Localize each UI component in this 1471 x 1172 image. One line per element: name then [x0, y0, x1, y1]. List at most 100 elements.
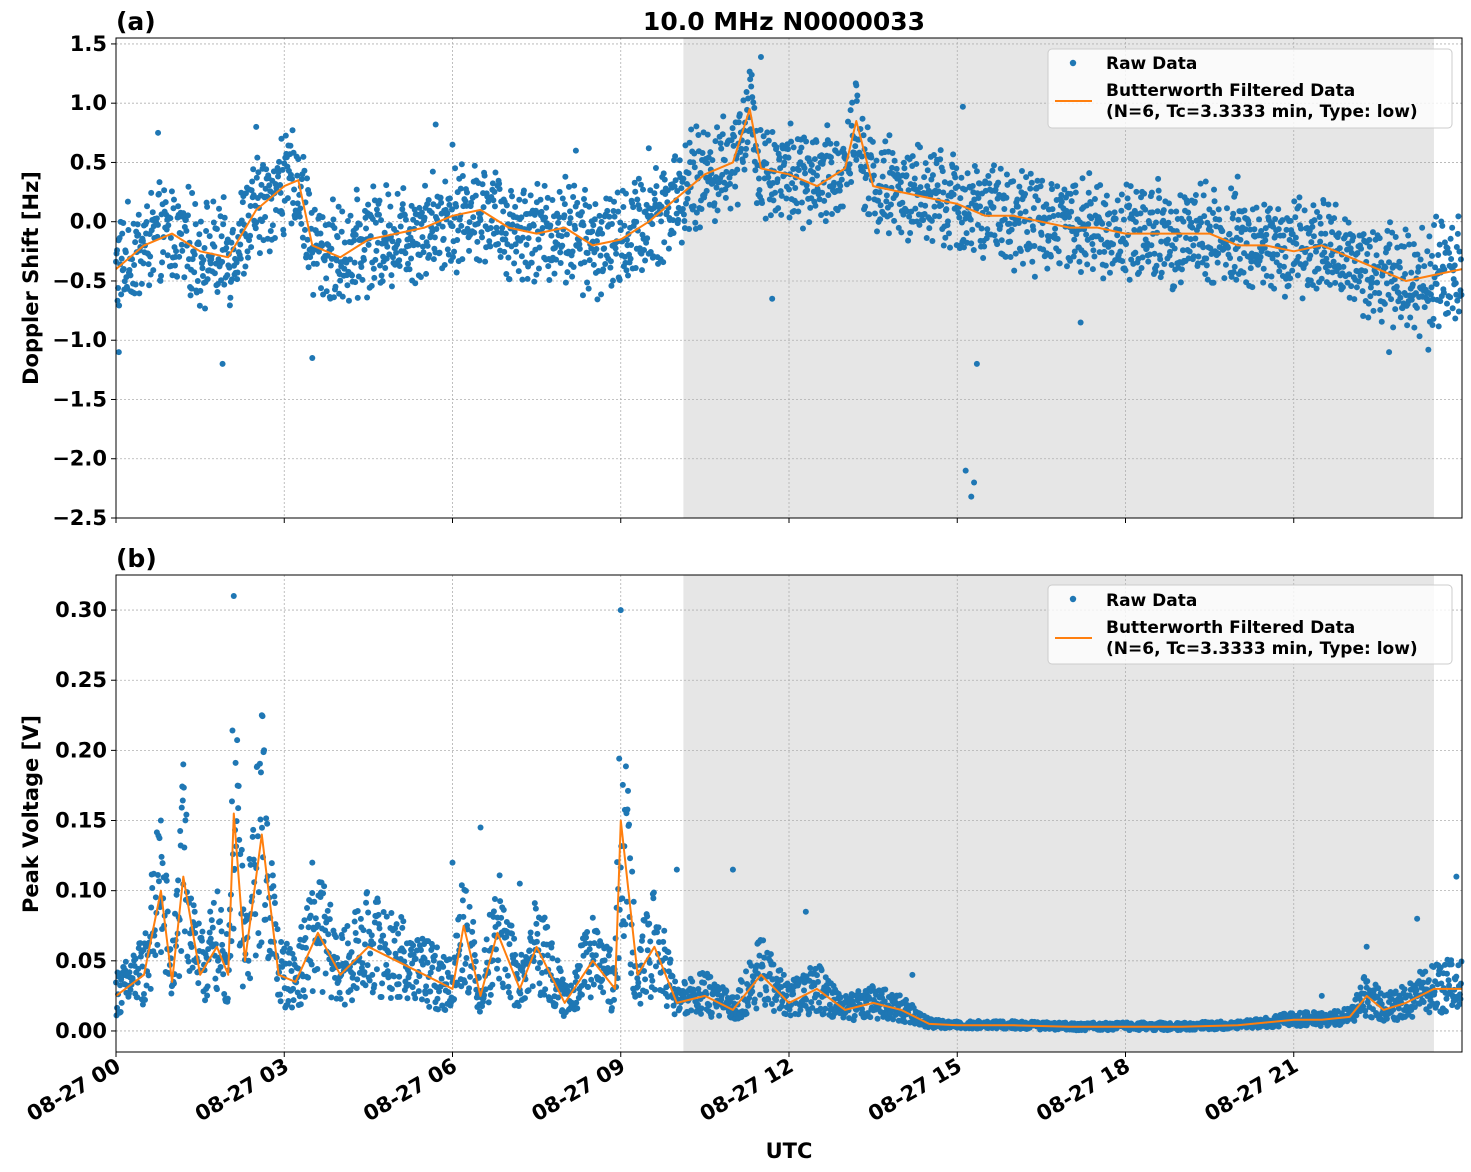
raw-data-point	[1301, 207, 1308, 214]
raw-data-point	[811, 156, 818, 163]
raw-data-point	[1124, 195, 1131, 202]
raw-data-point	[159, 860, 166, 867]
raw-data-point	[610, 208, 617, 215]
raw-data-point	[311, 206, 318, 213]
raw-data-point	[851, 1012, 858, 1019]
raw-data-point	[1122, 267, 1129, 274]
raw-data-point	[1155, 175, 1162, 182]
raw-data-point	[426, 252, 433, 259]
raw-data-point	[459, 256, 466, 263]
raw-data-point	[165, 222, 172, 229]
raw-data-point	[262, 214, 269, 221]
raw-data-point	[1165, 200, 1172, 207]
raw-data-point	[158, 853, 165, 860]
raw-data-point	[909, 153, 916, 160]
raw-data-point	[1447, 235, 1454, 242]
raw-data-point	[730, 142, 737, 149]
raw-data-point	[775, 205, 782, 212]
raw-data-point	[412, 280, 419, 287]
raw-data-point	[280, 226, 287, 233]
raw-data-point	[210, 219, 217, 226]
raw-data-point	[417, 274, 424, 281]
raw-data-point	[535, 236, 542, 243]
raw-data-point	[1245, 220, 1252, 227]
raw-data-point	[902, 996, 909, 1003]
raw-data-point	[669, 973, 676, 980]
raw-data-point	[396, 993, 403, 1000]
raw-data-point	[1030, 226, 1037, 233]
raw-data-point	[319, 214, 326, 221]
raw-data-point	[178, 804, 185, 811]
raw-data-point	[1017, 210, 1024, 217]
raw-data-point	[587, 994, 594, 1001]
raw-data-point	[1145, 258, 1152, 265]
raw-data-point	[279, 210, 286, 217]
raw-data-point	[197, 218, 204, 225]
raw-data-point	[547, 222, 554, 229]
raw-data-point	[1198, 219, 1205, 226]
raw-data-point	[616, 755, 623, 762]
raw-data-point	[962, 467, 969, 474]
raw-data-point	[891, 217, 898, 224]
raw-data-point	[363, 899, 370, 906]
raw-data-point	[449, 141, 456, 148]
raw-data-point	[799, 225, 806, 232]
raw-data-point	[1274, 251, 1281, 258]
raw-data-point	[869, 138, 876, 145]
raw-data-point	[790, 990, 797, 997]
raw-data-point	[338, 228, 345, 235]
raw-data-point	[344, 282, 351, 289]
raw-data-point	[1360, 313, 1367, 320]
raw-data-point	[226, 264, 233, 271]
raw-data-point	[743, 1010, 750, 1017]
raw-data-point	[828, 159, 835, 166]
raw-data-point	[371, 274, 378, 281]
raw-data-point	[1085, 221, 1092, 228]
raw-data-point	[1192, 192, 1199, 199]
raw-data-point	[444, 246, 451, 253]
raw-data-point	[257, 769, 264, 776]
raw-data-point	[633, 218, 640, 225]
raw-data-point	[592, 201, 599, 208]
raw-data-point	[907, 229, 914, 236]
raw-data-point	[469, 928, 476, 935]
raw-data-point	[365, 241, 372, 248]
raw-data-point	[321, 883, 328, 890]
raw-data-point	[868, 154, 875, 161]
raw-data-point	[686, 225, 693, 232]
raw-data-point	[261, 747, 268, 754]
raw-data-point	[393, 921, 400, 928]
raw-data-point	[1378, 318, 1385, 325]
raw-data-point	[309, 355, 316, 361]
raw-data-point	[538, 208, 545, 215]
raw-data-point	[562, 279, 569, 286]
raw-data-point	[255, 169, 262, 176]
raw-data-point	[567, 208, 574, 215]
raw-data-point	[220, 194, 227, 201]
raw-data-point	[1225, 244, 1232, 251]
raw-data-point	[1126, 276, 1133, 283]
raw-data-point	[138, 280, 145, 287]
raw-data-point	[454, 236, 461, 243]
raw-data-point	[789, 180, 796, 187]
raw-data-point	[378, 217, 385, 224]
raw-data-point	[802, 170, 809, 177]
raw-data-point	[471, 229, 478, 236]
raw-data-point	[471, 939, 478, 946]
raw-data-point	[325, 931, 332, 938]
raw-data-point	[913, 160, 920, 167]
raw-data-point	[1230, 210, 1237, 217]
raw-data-point	[929, 172, 936, 179]
raw-data-point	[912, 205, 919, 212]
raw-data-point	[275, 173, 282, 180]
raw-data-point	[824, 122, 831, 129]
raw-data-point	[542, 214, 549, 221]
raw-data-point	[361, 969, 368, 976]
raw-data-point	[197, 287, 204, 294]
raw-data-point	[617, 227, 624, 234]
raw-data-point	[1426, 233, 1433, 240]
raw-data-point	[463, 955, 470, 962]
raw-data-point	[1357, 272, 1364, 279]
raw-data-point	[363, 225, 370, 232]
raw-data-point	[1261, 201, 1268, 208]
